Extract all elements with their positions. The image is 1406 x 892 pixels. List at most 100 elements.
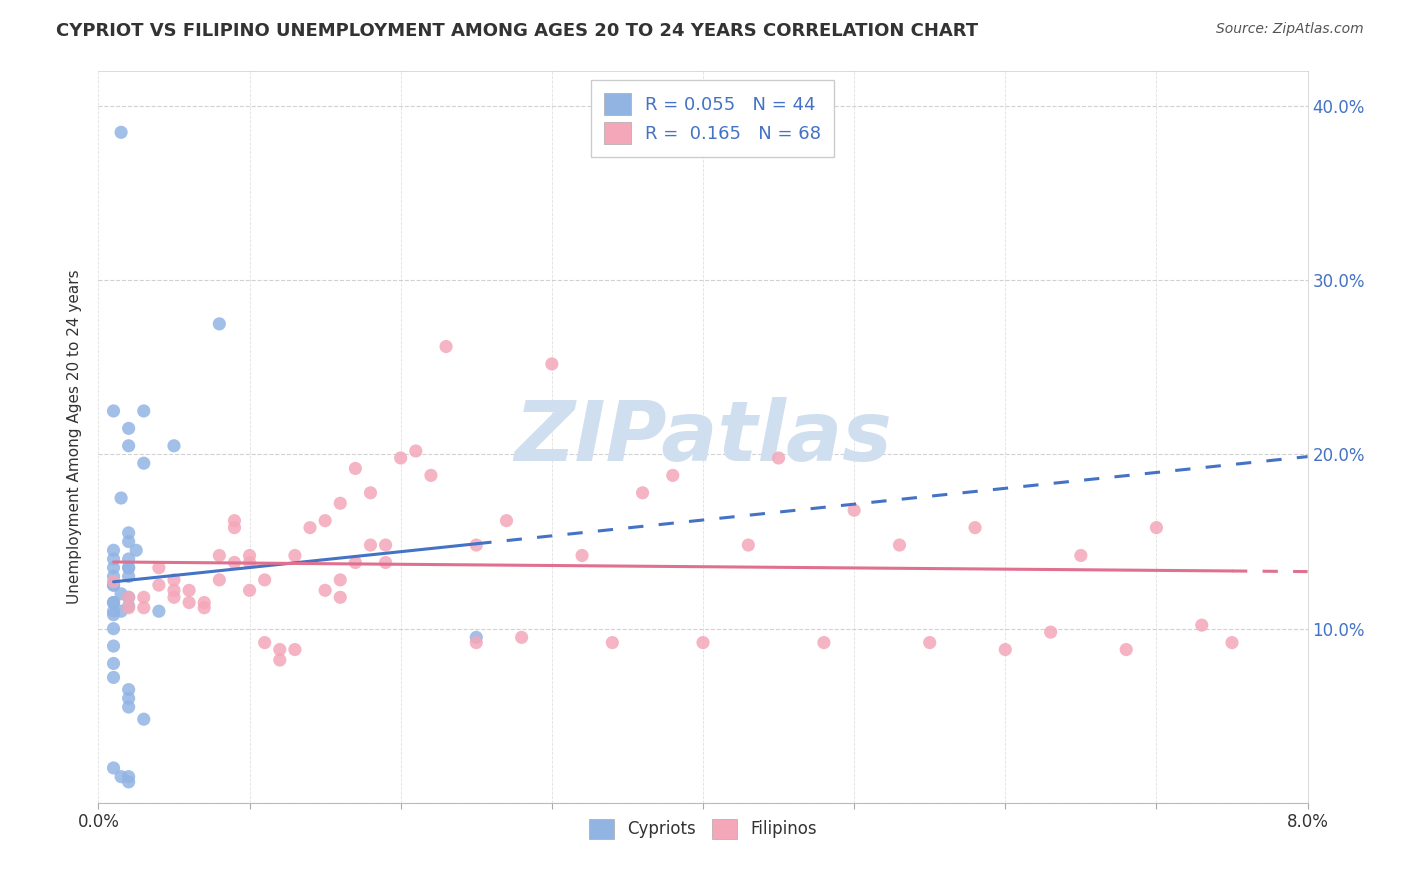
Point	[994, 642, 1017, 657]
Point	[103, 569, 125, 583]
Point	[163, 591, 186, 605]
Point	[118, 691, 141, 706]
Point	[253, 573, 276, 587]
Point	[540, 357, 562, 371]
Point	[163, 439, 186, 453]
Point	[118, 591, 141, 605]
Point	[125, 543, 148, 558]
Point	[103, 657, 125, 671]
Point	[224, 521, 246, 535]
Point	[465, 538, 488, 552]
Point	[299, 521, 322, 535]
Point	[510, 631, 533, 645]
Point	[110, 491, 132, 505]
Point	[602, 635, 624, 649]
Point	[1191, 618, 1213, 632]
Point	[239, 583, 262, 598]
Point	[360, 538, 382, 552]
Point	[118, 525, 141, 540]
Point	[208, 317, 231, 331]
Point	[103, 595, 125, 609]
Point	[768, 450, 790, 465]
Legend: Cypriots, Filipinos: Cypriots, Filipinos	[582, 812, 824, 846]
Point	[163, 583, 186, 598]
Point	[208, 549, 231, 563]
Point	[314, 583, 336, 598]
Point	[148, 578, 170, 592]
Point	[103, 595, 125, 609]
Y-axis label: Unemployment Among Ages 20 to 24 years: Unemployment Among Ages 20 to 24 years	[66, 269, 82, 605]
Point	[110, 770, 132, 784]
Text: CYPRIOT VS FILIPINO UNEMPLOYMENT AMONG AGES 20 TO 24 YEARS CORRELATION CHART: CYPRIOT VS FILIPINO UNEMPLOYMENT AMONG A…	[56, 22, 979, 40]
Point	[103, 560, 125, 574]
Point	[118, 560, 141, 574]
Point	[208, 573, 231, 587]
Point	[1070, 549, 1092, 563]
Point	[1146, 521, 1168, 535]
Point	[813, 635, 835, 649]
Point	[239, 556, 262, 570]
Point	[103, 543, 125, 558]
Point	[163, 573, 186, 587]
Point	[661, 468, 683, 483]
Point	[360, 485, 382, 500]
Point	[148, 560, 170, 574]
Point	[103, 622, 125, 636]
Point	[118, 775, 141, 789]
Point	[329, 496, 352, 510]
Point	[224, 556, 246, 570]
Point	[110, 125, 132, 139]
Point	[465, 631, 488, 645]
Text: Source: ZipAtlas.com: Source: ZipAtlas.com	[1216, 22, 1364, 37]
Point	[314, 514, 336, 528]
Point	[269, 653, 291, 667]
Point	[374, 556, 396, 570]
Point	[344, 461, 367, 475]
Point	[118, 534, 141, 549]
Point	[193, 600, 215, 615]
Point	[103, 578, 125, 592]
Point	[103, 639, 125, 653]
Point	[965, 521, 987, 535]
Point	[118, 421, 141, 435]
Point	[118, 700, 141, 714]
Point	[132, 712, 155, 726]
Point	[132, 600, 155, 615]
Point	[434, 339, 457, 353]
Point	[103, 404, 125, 418]
Point	[329, 591, 352, 605]
Point	[571, 549, 593, 563]
Point	[103, 607, 125, 622]
Point	[239, 549, 262, 563]
Point	[465, 635, 488, 649]
Point	[193, 595, 215, 609]
Point	[103, 761, 125, 775]
Point	[1039, 625, 1062, 640]
Point	[374, 538, 396, 552]
Text: ZIPatlas: ZIPatlas	[515, 397, 891, 477]
Point	[344, 556, 367, 570]
Point	[1115, 642, 1137, 657]
Point	[179, 595, 201, 609]
Point	[118, 770, 141, 784]
Point	[118, 591, 141, 605]
Point	[118, 552, 141, 566]
Point	[495, 514, 517, 528]
Point	[389, 450, 412, 465]
Point	[118, 569, 141, 583]
Point	[118, 682, 141, 697]
Point	[110, 587, 132, 601]
Point	[103, 552, 125, 566]
Point	[405, 444, 427, 458]
Point	[110, 604, 132, 618]
Point	[844, 503, 866, 517]
Point	[118, 560, 141, 574]
Point	[148, 604, 170, 618]
Point	[284, 642, 307, 657]
Point	[132, 456, 155, 470]
Point	[692, 635, 714, 649]
Point	[118, 599, 141, 613]
Point	[253, 635, 276, 649]
Point	[179, 583, 201, 598]
Point	[118, 600, 141, 615]
